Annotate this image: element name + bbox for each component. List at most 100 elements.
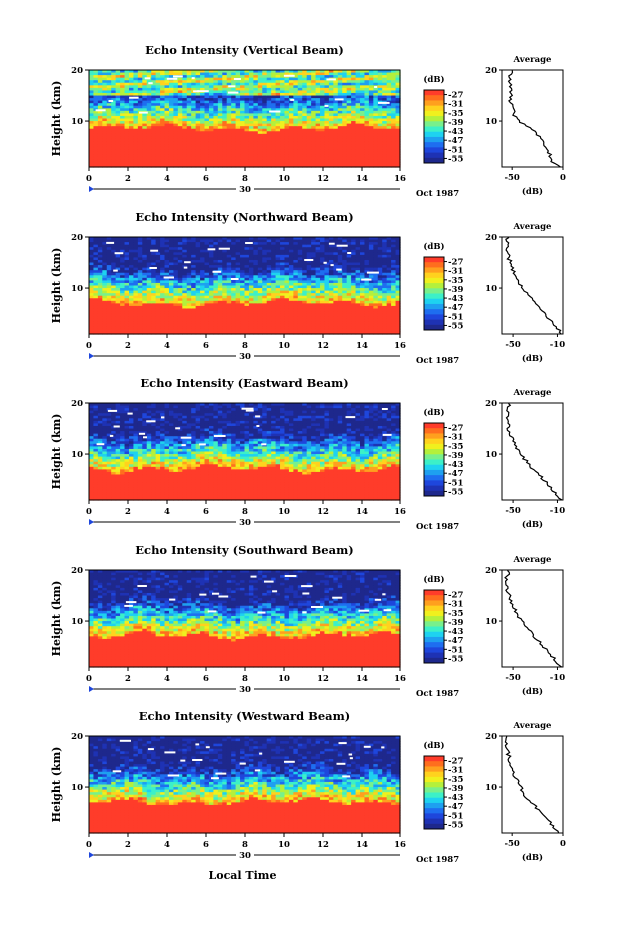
- heatmap-cell: [111, 113, 117, 117]
- heatmap-cell: [284, 252, 290, 256]
- heatmap-cell: [226, 311, 232, 315]
- heatmap-cell: [324, 113, 330, 117]
- heatmap-cell: [240, 149, 246, 153]
- heatmap-cell: [115, 326, 121, 330]
- heatmap-cell: [191, 313, 197, 317]
- heatmap-cell: [222, 239, 228, 243]
- heatmap-cell: [257, 159, 263, 163]
- heatmap-cell: [200, 141, 206, 145]
- heatmap-cell: [137, 242, 143, 246]
- heatmap-cell: [124, 105, 130, 109]
- heatmap-cell: [244, 262, 250, 266]
- heatmap-cell: [320, 118, 326, 122]
- heatmap-cell: [288, 293, 294, 297]
- heatmap-cell: [106, 77, 112, 81]
- heatmap-cell: [173, 305, 179, 310]
- heatmap-cell: [337, 87, 343, 92]
- heatmap-cell: [342, 136, 348, 140]
- x-tick-label: 0: [86, 174, 92, 184]
- heatmap-cell: [213, 113, 219, 117]
- heatmap-cell: [377, 126, 383, 130]
- heatmap-cell: [351, 100, 357, 104]
- heatmap-cell: [186, 326, 192, 330]
- heatmap-cell: [177, 242, 183, 246]
- heatmap-cell: [208, 316, 214, 320]
- heatmap-cell: [137, 100, 143, 104]
- heatmap-cell: [186, 161, 192, 166]
- heatmap-cell: [244, 239, 250, 243]
- heatmap-cell: [320, 308, 326, 312]
- heatmap-cell: [244, 164, 250, 168]
- heatmap-cell: [306, 151, 312, 155]
- heatmap-cell: [164, 277, 170, 281]
- heatmap-cell: [253, 326, 259, 330]
- heatmap-cell: [106, 90, 112, 94]
- heatmap-cell: [306, 326, 312, 330]
- heatmap-cell: [328, 80, 334, 84]
- heatmap-cell: [351, 136, 357, 140]
- heatmap-cell: [284, 244, 290, 248]
- heatmap-cell: [395, 164, 401, 168]
- heatmap-cell: [377, 133, 383, 137]
- heatmap-cell: [377, 113, 383, 117]
- heatmap-cell: [155, 151, 161, 155]
- heatmap-cell: [182, 156, 188, 160]
- heatmap-cell: [115, 288, 121, 292]
- heatmap-cell: [222, 113, 228, 117]
- heatmap-cell: [262, 100, 268, 104]
- heatmap-cell: [253, 154, 259, 158]
- heatmap-cell: [124, 252, 130, 256]
- heatmap-cell: [266, 151, 272, 155]
- heatmap-cell: [115, 308, 121, 312]
- heatmap-cell: [89, 265, 95, 269]
- heatmap-cell: [240, 75, 246, 79]
- heatmap-cell: [373, 110, 379, 114]
- heatmap-cell: [195, 257, 201, 261]
- heatmap-cell: [293, 156, 299, 160]
- heatmap-cell: [111, 100, 117, 104]
- heatmap-cell: [204, 103, 210, 107]
- heatmap-cell: [302, 126, 308, 130]
- heatmap-cell: [173, 247, 179, 251]
- heatmap-cell: [284, 275, 290, 279]
- heatmap-cell: [200, 305, 206, 310]
- heatmap-cell: [128, 277, 135, 281]
- heatmap-cell: [213, 252, 219, 256]
- heatmap-cell: [177, 318, 183, 322]
- heatmap-cell: [195, 113, 201, 117]
- heatmap-cell: [271, 290, 277, 294]
- heatmap-cell: [186, 108, 192, 112]
- heatmap-cell: [168, 242, 175, 246]
- heatmap-cell: [102, 237, 108, 241]
- heatmap-cell: [337, 85, 343, 89]
- panel-1: Echo Intensity (Vertical Beam)2010Height…: [50, 43, 566, 199]
- heatmap-cell: [297, 285, 303, 289]
- heatmap-cell: [142, 265, 148, 269]
- heatmap-cell: [244, 80, 250, 84]
- heatmap-cell: [346, 123, 352, 127]
- heatmap-cell: [89, 249, 95, 253]
- heatmap-cell: [124, 123, 130, 127]
- heatmap-cell: [280, 138, 286, 143]
- heatmap-cell: [373, 133, 379, 137]
- heatmap-cell: [182, 254, 188, 259]
- heatmap-cell: [115, 141, 121, 145]
- heatmap-cell: [280, 257, 286, 261]
- heatmap-cell: [311, 103, 317, 107]
- heatmap-cell: [226, 82, 232, 86]
- heatmap-cell: [208, 82, 214, 86]
- heatmap-cell: [293, 298, 299, 302]
- heatmap-cell: [128, 136, 135, 140]
- heatmap-cell: [204, 270, 210, 274]
- heatmap-cell: [200, 110, 206, 114]
- heatmap-cell: [262, 82, 268, 86]
- heatmap-cell: [333, 87, 339, 92]
- heatmap-cell: [186, 318, 192, 322]
- heatmap-cell: [275, 105, 281, 109]
- heatmap-cell: [302, 149, 308, 153]
- heatmap-cell: [97, 295, 103, 299]
- heatmap-cell: [306, 103, 312, 107]
- heatmap-cell: [346, 295, 352, 299]
- heatmap-cell: [333, 138, 339, 143]
- heatmap-cell: [288, 275, 294, 279]
